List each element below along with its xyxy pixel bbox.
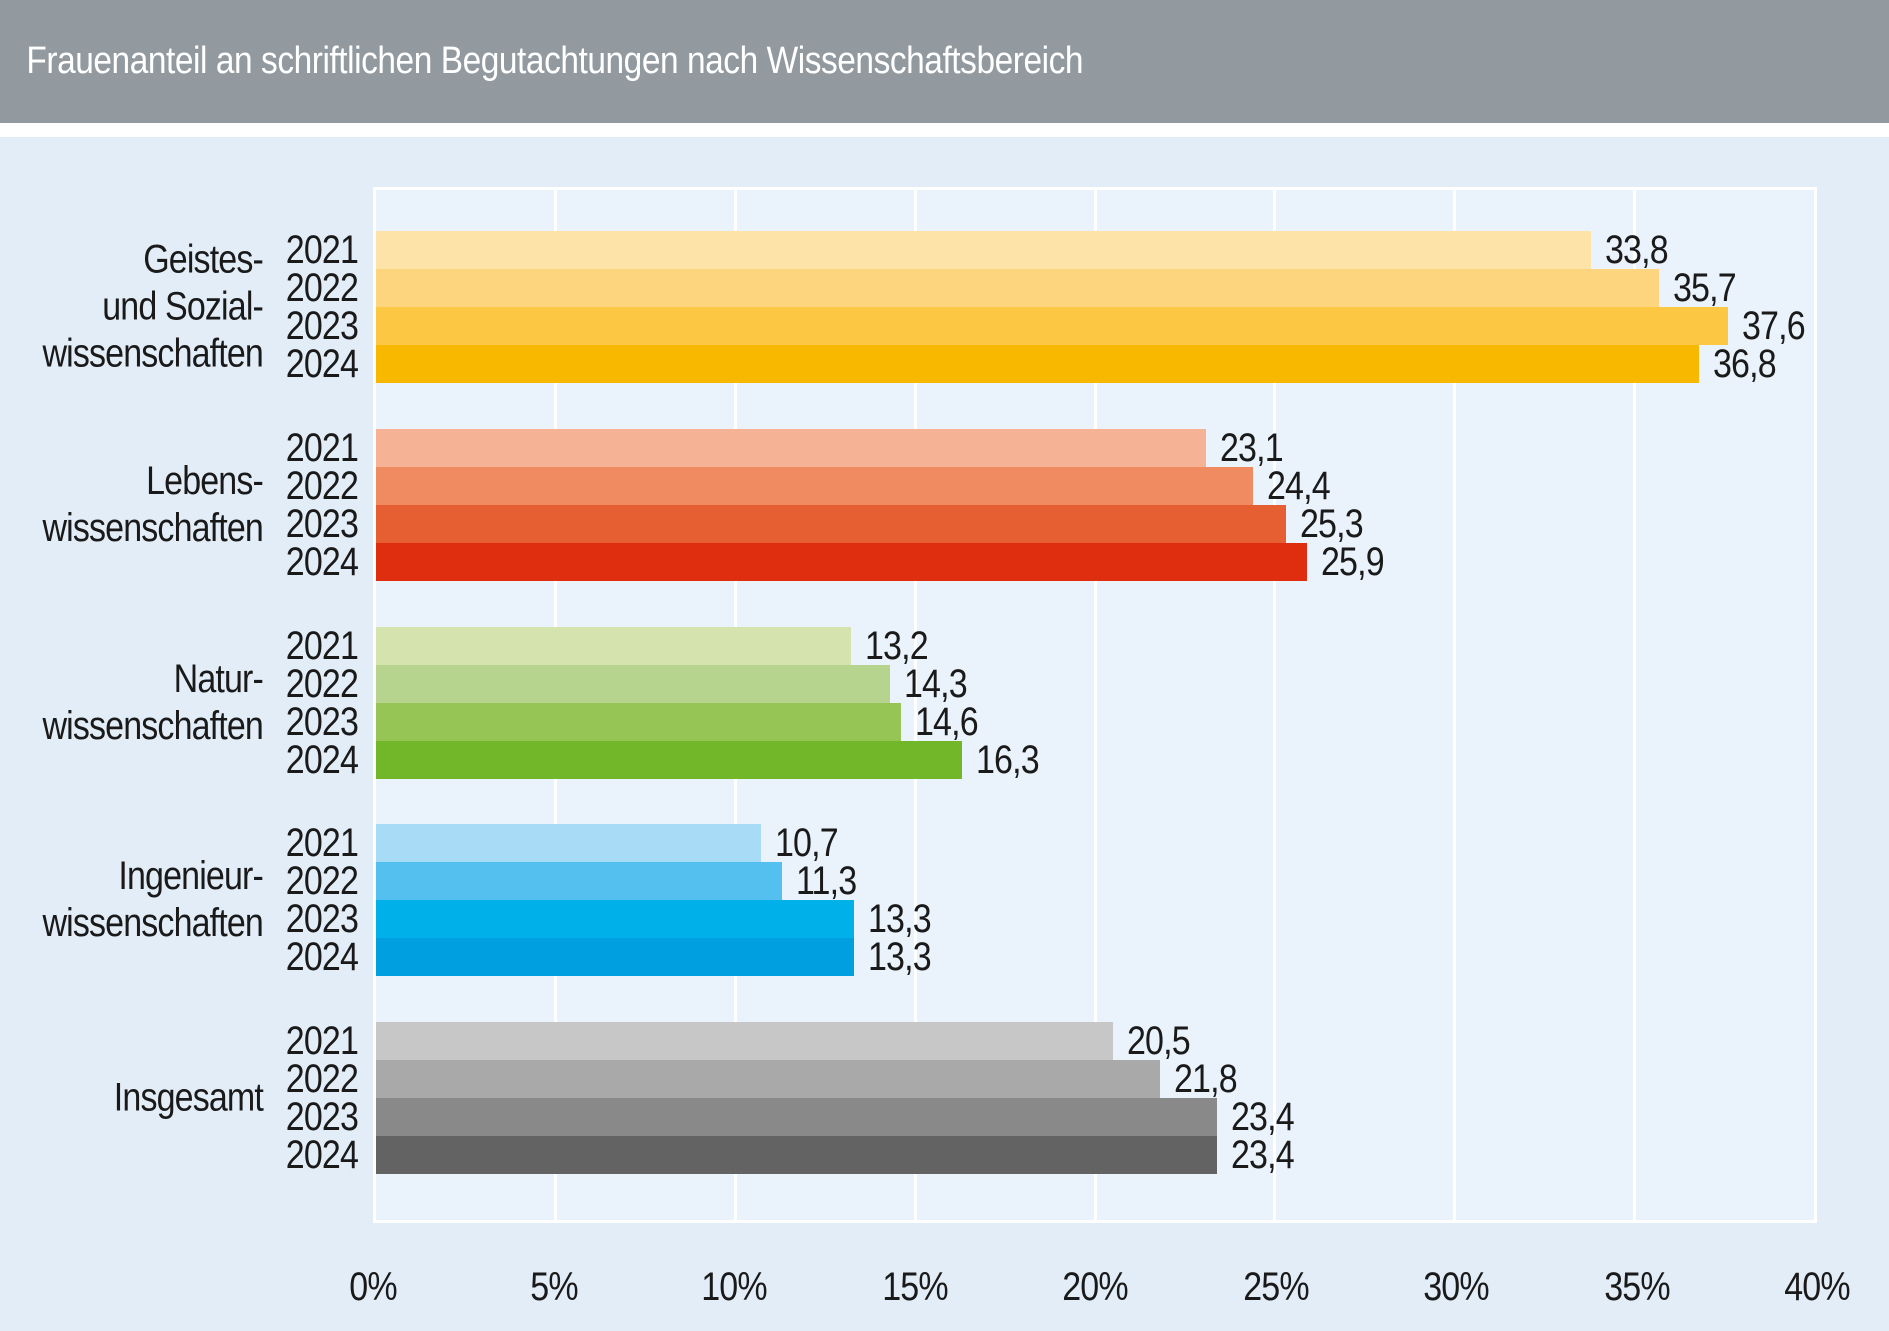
bar (376, 429, 1207, 467)
bar (376, 345, 1699, 383)
value-label: 11,3 (796, 859, 857, 903)
x-axis-tick-label: 5% (529, 1265, 578, 1309)
value-label: 37,6 (1741, 304, 1806, 348)
value-label: 14,6 (914, 700, 979, 744)
x-axis-tick-label: 35% (1603, 1265, 1670, 1309)
category-label: Geistes-und Sozial-wissenschaften (39, 237, 263, 378)
year-label: 2024 (285, 1133, 359, 1177)
value-label: 10,7 (774, 821, 839, 865)
category-label-line: wissenschaften (42, 506, 263, 550)
value-label: 23,1 (1220, 426, 1284, 470)
year-label: 2024 (285, 935, 359, 979)
bar (376, 505, 1286, 543)
bar (376, 231, 1592, 269)
year-label: 2023 (285, 304, 359, 348)
category-label-line: wissenschaften (42, 901, 263, 945)
chart-area: 33,8 35,7 37,6 36,8 23,1 24,4 25,3 25,9 13,2 14,3… (0, 137, 1889, 1331)
year-label: 2023 (285, 1095, 359, 1139)
year-label: 2022 (285, 464, 359, 508)
value-label: 13,2 (864, 624, 929, 668)
value-label: 13,3 (868, 935, 932, 979)
plot-area: 33,8 35,7 37,6 36,8 23,1 24,4 25,3 25,9 13,2 14,3… (373, 187, 1817, 1223)
year-label: 2022 (285, 662, 359, 706)
value-label: 23,4 (1231, 1095, 1295, 1139)
year-label: 2024 (285, 540, 359, 584)
year-label: 2023 (285, 700, 359, 744)
value-label: 24,4 (1267, 464, 1331, 508)
bar (376, 269, 1660, 307)
bar (376, 938, 855, 976)
x-axis-tick-label: 40% (1784, 1265, 1850, 1309)
category-label-line: wissenschaften (42, 331, 263, 376)
bar (376, 703, 901, 741)
value-label: 16,3 (976, 738, 1040, 782)
category-label-line: Natur- (173, 657, 264, 701)
value-label: 20,5 (1127, 1019, 1191, 1063)
bar (376, 862, 783, 900)
category-label-line: Geistes- (143, 237, 264, 282)
chart-title: Frauenanteil an schriftlichen Begutachtu… (26, 40, 1084, 82)
x-axis-tick-label: 10% (701, 1265, 767, 1309)
category-label-line: Lebens- (146, 459, 264, 503)
x-axis-tick-label: 25% (1242, 1265, 1309, 1309)
bar (376, 1136, 1218, 1174)
bar (376, 1060, 1160, 1098)
x-axis-tick-label: 15% (881, 1265, 948, 1309)
category-label-line: Ingenieur- (118, 854, 264, 898)
category-label-line: und Sozial- (102, 284, 264, 329)
value-label: 33,8 (1605, 228, 1669, 272)
value-label: 35,7 (1673, 266, 1737, 310)
bar (376, 467, 1254, 505)
gridline (1632, 190, 1636, 1220)
category-label: Natur-wissenschaften (39, 656, 263, 750)
gridline (1453, 190, 1456, 1220)
category-labels-column: Geistes-und Sozial-wissenschaften Lebens-… (0, 137, 263, 1331)
bar (376, 900, 855, 938)
value-label: 25,3 (1299, 502, 1364, 546)
year-label: 2024 (285, 342, 359, 386)
bar (376, 543, 1308, 581)
x-axis-tick-label: 20% (1062, 1265, 1128, 1309)
value-label: 21,8 (1173, 1057, 1238, 1101)
x-axis: 0% 5% 10% 15% 20% 25% 30% 35% 40% (0, 1262, 1889, 1312)
year-label: 2022 (285, 859, 359, 903)
gridline (1273, 190, 1277, 1220)
value-label: 36,8 (1713, 342, 1777, 386)
year-label: 2021 (285, 821, 359, 865)
gridline (913, 190, 917, 1220)
category-label: Ingenieur-wissenschaften (39, 853, 263, 947)
year-label: 2023 (285, 897, 359, 941)
year-label: 2021 (285, 1019, 359, 1063)
bar (376, 665, 891, 703)
title-bar: Frauenanteil an schriftlichen Begutachtu… (0, 0, 1889, 123)
bar (376, 1022, 1113, 1060)
bar (376, 627, 851, 665)
bar (376, 307, 1728, 345)
value-label: 23,4 (1231, 1133, 1295, 1177)
year-label: 2023 (285, 502, 359, 546)
category-label: Insgesamt (39, 1075, 264, 1122)
year-label: 2022 (285, 1057, 359, 1101)
year-label: 2022 (285, 266, 359, 310)
x-axis-tick-label: 0% (349, 1265, 397, 1309)
category-label: Lebens-wissenschaften (39, 458, 263, 552)
category-label-line: Insgesamt (113, 1075, 264, 1120)
x-axis-tick-label: 30% (1423, 1265, 1489, 1309)
year-label: 2021 (285, 426, 359, 470)
gridline (1093, 190, 1097, 1220)
value-label: 14,3 (904, 662, 968, 706)
value-label: 13,3 (868, 897, 932, 941)
value-label: 25,9 (1321, 540, 1385, 584)
year-label: 2021 (285, 624, 359, 668)
year-label: 2024 (285, 738, 359, 782)
year-labels-column: 2021 2022 2023 2024 2021 2022 2023 2024 2021 2022… (0, 137, 359, 1331)
bar (376, 741, 962, 779)
bar (376, 1098, 1218, 1136)
category-label-line: wissenschaften (42, 704, 263, 748)
year-label: 2021 (285, 228, 359, 272)
bar (376, 824, 761, 862)
